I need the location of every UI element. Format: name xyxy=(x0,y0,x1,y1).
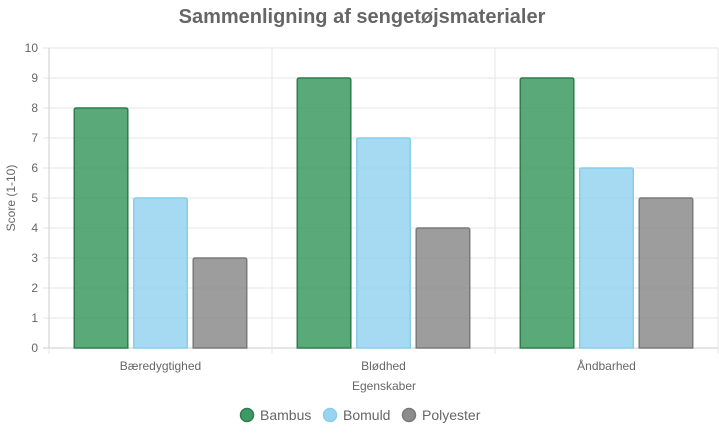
bar-polyester-2 xyxy=(638,197,694,349)
y-tick-label: 5 xyxy=(31,191,38,205)
y-tick-label: 8 xyxy=(31,101,38,115)
x-tick-label: Bæredygtighed xyxy=(120,359,201,373)
bar-bambus-2 xyxy=(519,77,575,349)
y-tick-label: 9 xyxy=(31,71,38,85)
y-tick-label: 6 xyxy=(31,161,38,175)
legend-marker-polyester xyxy=(401,407,417,423)
legend-marker-bomuld xyxy=(322,407,338,423)
chart-title: Sammenligning af sengetøjsmaterialer xyxy=(179,6,546,28)
bar-bambus-0 xyxy=(73,107,129,349)
bar-bomuld-1 xyxy=(355,137,412,349)
bar-bomuld-0 xyxy=(132,197,189,349)
bar-bomuld-2 xyxy=(578,167,635,349)
y-tick-label: 3 xyxy=(31,251,38,265)
legend: Bambus Bomuld Polyester xyxy=(239,407,481,423)
y-tick-label: 10 xyxy=(25,41,39,55)
x-tick-label: Blødhed xyxy=(361,359,406,373)
legend-label-bomuld: Bomuld xyxy=(343,407,390,423)
y-tick-label: 2 xyxy=(31,281,38,295)
y-tick-label: 0 xyxy=(31,341,38,355)
y-tick-label: 1 xyxy=(31,311,38,325)
bar-bambus-1 xyxy=(296,77,352,349)
y-axis-title: Score (1-10) xyxy=(4,165,18,232)
bars xyxy=(73,77,694,349)
x-tick-label: Åndbarhed xyxy=(577,358,636,373)
y-axis-ticks: 0 1 2 3 4 5 6 7 8 9 10 xyxy=(25,41,39,355)
x-axis-ticks: Bæredygtighed Blødhed Åndbarhed xyxy=(120,358,636,373)
y-tick-label: 7 xyxy=(31,131,38,145)
bar-polyester-1 xyxy=(415,227,471,349)
bar-polyester-0 xyxy=(192,257,248,349)
legend-label-polyester: Polyester xyxy=(422,407,481,423)
x-axis-title: Egenskaber xyxy=(352,379,416,393)
legend-label-bambus: Bambus xyxy=(260,407,311,423)
y-tick-label: 4 xyxy=(31,221,38,235)
legend-marker-bambus xyxy=(239,407,255,423)
